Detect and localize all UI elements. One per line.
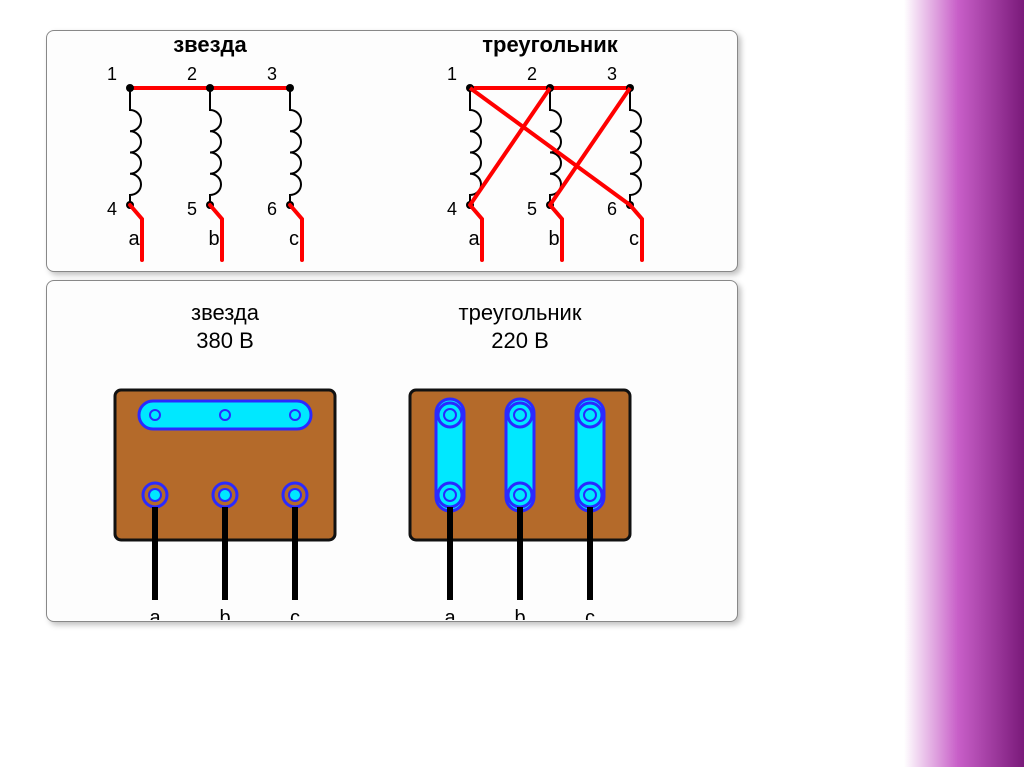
sidebar-gradient [904, 0, 1024, 767]
bottom-voltage: 220 В [491, 328, 549, 353]
bottom-number: 5 [527, 199, 537, 219]
phase-letter: c [290, 607, 300, 620]
bottom-title: треугольник [459, 300, 582, 325]
node [206, 84, 214, 92]
delta-link [550, 88, 630, 205]
coil [210, 100, 221, 205]
phase-letter: a [128, 228, 140, 250]
bottom-number: 6 [267, 199, 277, 219]
phase-letter: c [629, 228, 639, 250]
phase-letter: b [219, 607, 230, 620]
phase-letter: a [149, 607, 161, 620]
coil [290, 100, 301, 205]
top-number: 3 [267, 64, 277, 84]
coil [630, 100, 641, 205]
bottom-title: звезда [191, 300, 260, 325]
phase-letter: c [289, 228, 299, 250]
top-number: 1 [447, 64, 457, 84]
top-number: 3 [607, 64, 617, 84]
bottom-number: 4 [107, 199, 117, 219]
delta-link [470, 88, 550, 205]
coil [130, 100, 141, 205]
node [286, 84, 294, 92]
delta-title: треугольник [482, 32, 618, 57]
phase-letter: b [514, 607, 525, 620]
phase-letter: a [444, 607, 456, 620]
top-number: 2 [187, 64, 197, 84]
top-diagram: звездатреугольник1234a5b6c1234a5b6c [46, 30, 736, 270]
star-title: звезда [173, 32, 247, 57]
bottom-number: 6 [607, 199, 617, 219]
top-number: 2 [527, 64, 537, 84]
phase-letter: c [585, 607, 595, 620]
node [126, 84, 134, 92]
phase-letter: b [208, 228, 219, 250]
bottom-number: 4 [447, 199, 457, 219]
bottom-diagram: звезда 380 В треугольник 220 В a b c a b c [46, 280, 736, 620]
top-number: 1 [107, 64, 117, 84]
slide: звездатреугольник1234a5b6c1234a5b6c звез… [0, 0, 1024, 767]
phase-letter: a [468, 228, 480, 250]
phase-letter: b [548, 228, 559, 250]
bottom-number: 5 [187, 199, 197, 219]
bottom-voltage: 380 В [196, 328, 254, 353]
